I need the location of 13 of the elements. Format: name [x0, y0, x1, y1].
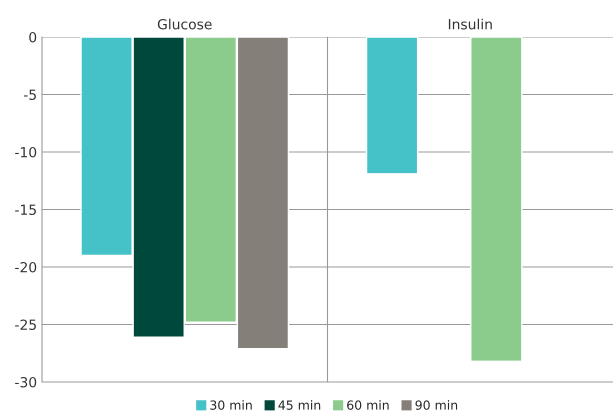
y-tick-label: -10	[15, 146, 36, 158]
y-tick-label: -30	[15, 376, 36, 388]
y-tick-label: -20	[15, 262, 36, 272]
legend-label: 45 min	[278, 400, 320, 410]
y-tick-label: 0	[29, 32, 36, 42]
legend-label: 60 min	[347, 400, 389, 410]
legend-label: 90 min	[415, 400, 458, 410]
x-tick-label: Glucose	[158, 18, 212, 30]
legend-label: 30 min	[210, 400, 252, 410]
y-tick-label: -15	[15, 204, 36, 215]
y-tick-label: -5	[24, 90, 36, 100]
x-tick-label: Insulin	[448, 18, 492, 30]
y-tick-label: -25	[15, 319, 36, 330]
